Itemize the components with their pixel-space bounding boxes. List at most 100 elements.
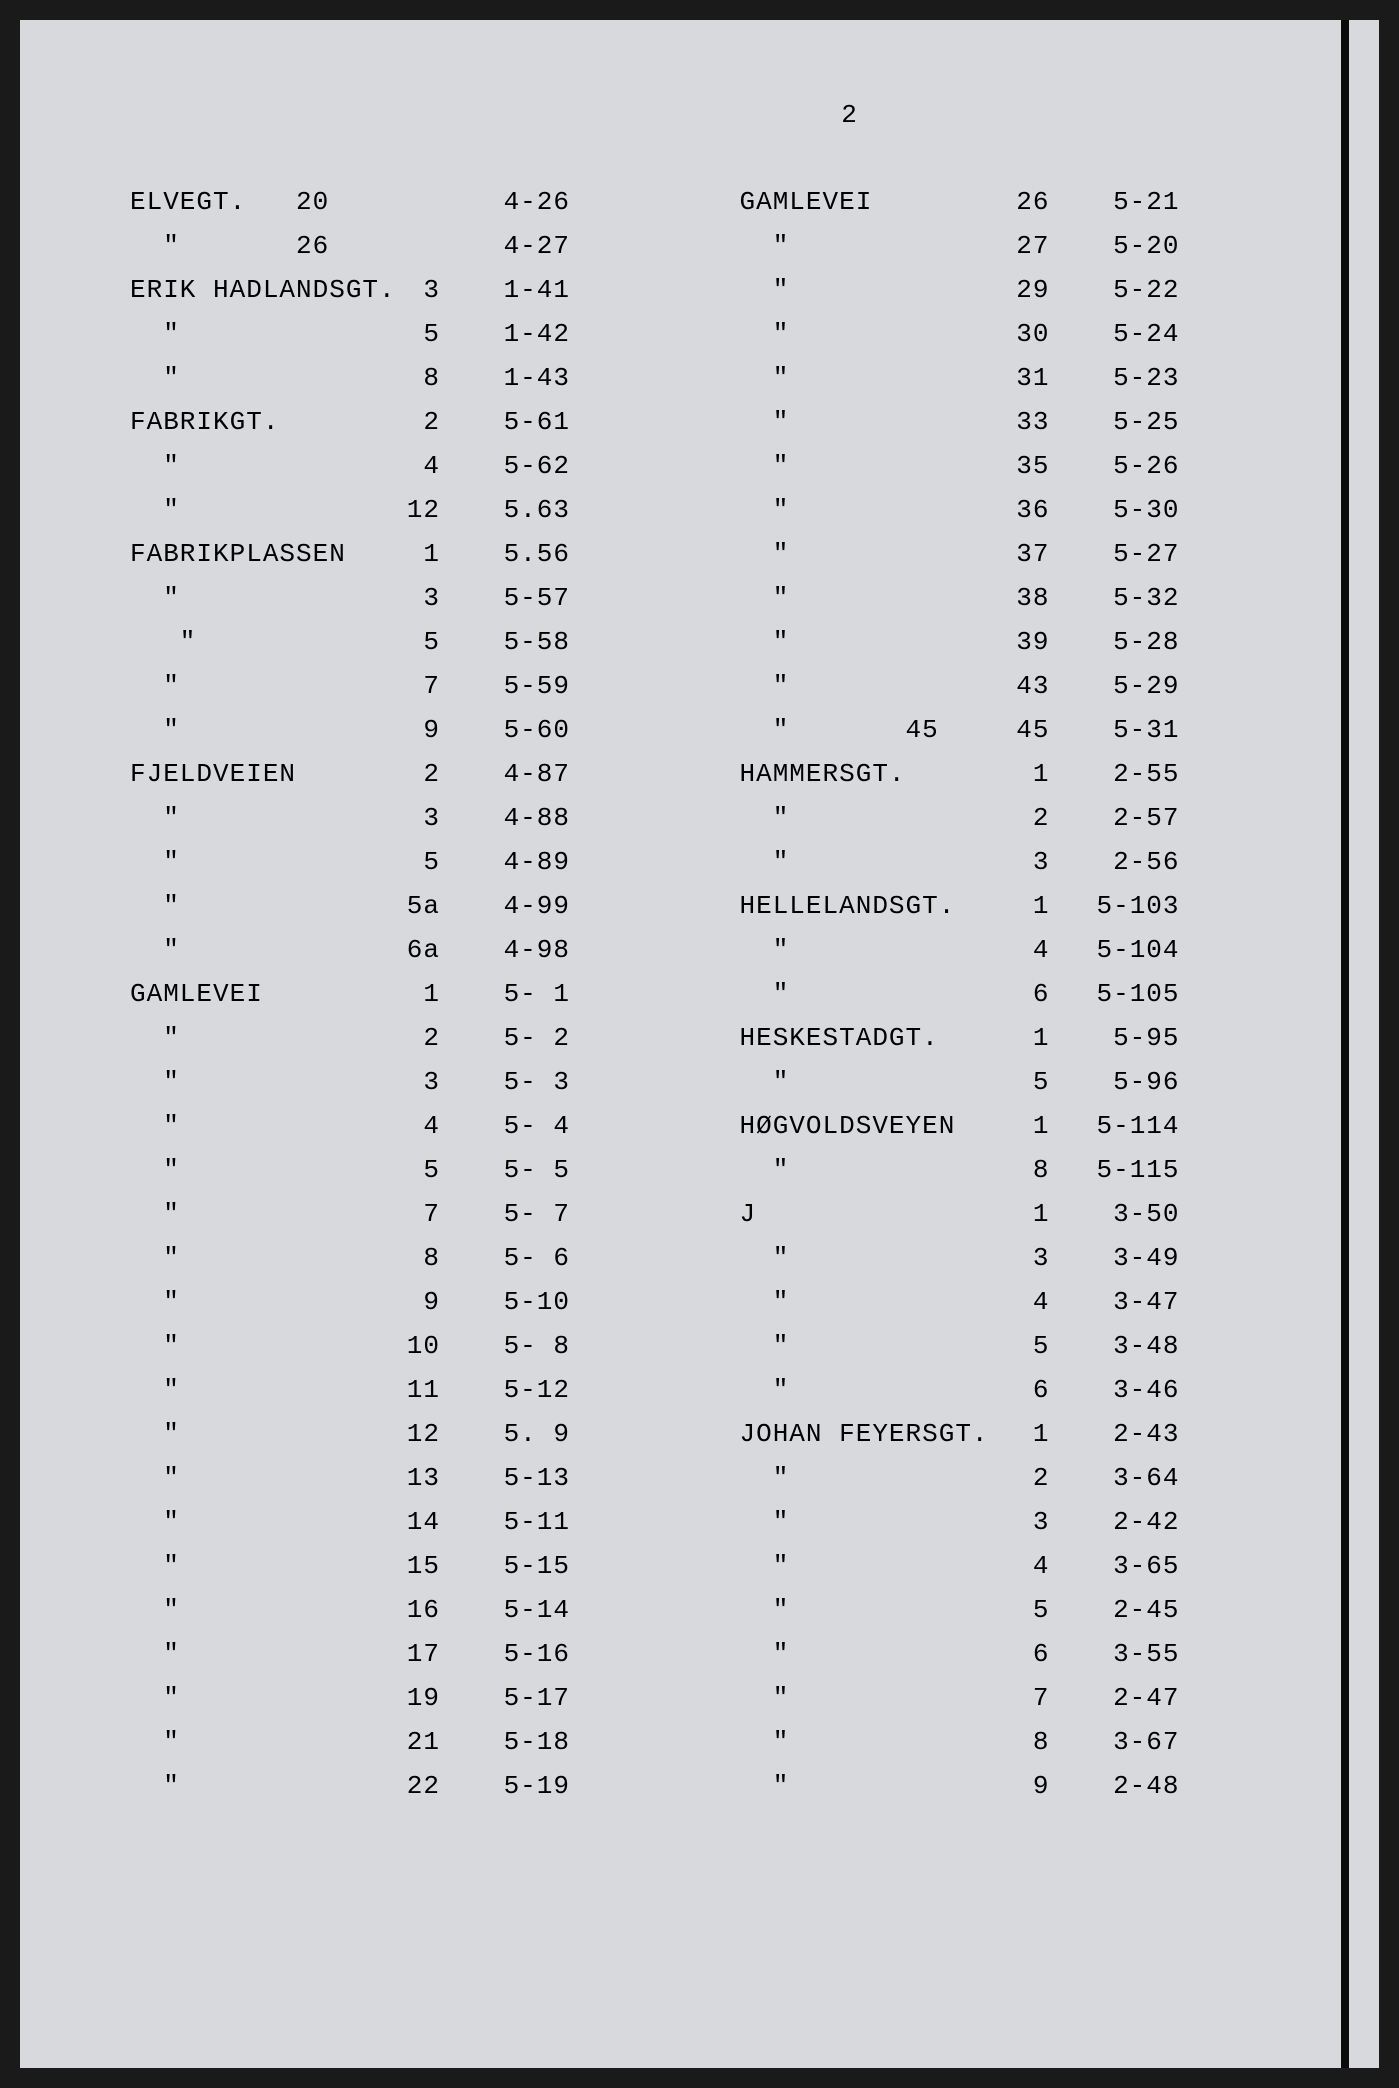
house-number: 12 <box>390 488 450 532</box>
table-row: " 45455-31 <box>740 708 1290 752</box>
reference-code: 5-24 <box>1060 312 1180 356</box>
reference-code: 4-27 <box>450 224 570 268</box>
reference-code: 5-31 <box>1060 708 1180 752</box>
reference-code: 3-55 <box>1060 1632 1180 1676</box>
house-number: 8 <box>1000 1720 1060 1764</box>
reference-code: 5-25 <box>1060 400 1180 444</box>
street-name: " <box>740 224 1000 268</box>
table-row: "32-42 <box>740 1500 1290 1544</box>
house-number: 8 <box>1000 1148 1060 1192</box>
page-edge-shadow <box>1341 20 1349 2068</box>
reference-code: 5- 7 <box>450 1192 570 1236</box>
reference-code: 3-48 <box>1060 1324 1180 1368</box>
street-name: " <box>740 1280 1000 1324</box>
table-row: "34-88 <box>130 796 680 840</box>
table-row: "195-17 <box>130 1676 680 1720</box>
table-row: "85- 6 <box>130 1236 680 1280</box>
street-name: " <box>740 356 1000 400</box>
table-row: "22-57 <box>740 796 1290 840</box>
house-number: 2 <box>1000 1456 1060 1500</box>
table-row: FJELDVEIEN24-87 <box>130 752 680 796</box>
street-name: " <box>740 576 1000 620</box>
house-number: 12 <box>390 1412 450 1456</box>
house-number: 39 <box>1000 620 1060 664</box>
reference-code: 3-49 <box>1060 1236 1180 1280</box>
table-row: "275-20 <box>740 224 1290 268</box>
house-number: 5 <box>390 312 450 356</box>
house-number: 1 <box>390 532 450 576</box>
right-column: GAMLEVEI265-21 "275-20 "295-22 "305-24 "… <box>740 180 1290 1808</box>
house-number: 3 <box>1000 1500 1060 1544</box>
street-name: " <box>130 1764 390 1808</box>
street-name: " <box>130 1412 390 1456</box>
street-name: " <box>740 1588 1000 1632</box>
reference-code: 5-59 <box>450 664 570 708</box>
reference-code: 5-11 <box>450 1500 570 1544</box>
house-number: 8 <box>390 1236 450 1280</box>
street-name: " <box>130 1632 390 1676</box>
table-row: ELVEGT. 204-26 <box>130 180 680 224</box>
house-number: 15 <box>390 1544 450 1588</box>
table-row: "33-49 <box>740 1236 1290 1280</box>
street-name: " <box>740 840 1000 884</box>
reference-code: 5-10 <box>450 1280 570 1324</box>
house-number: 4 <box>1000 928 1060 972</box>
street-name: " <box>130 1192 390 1236</box>
table-row: "52-45 <box>740 1588 1290 1632</box>
house-number: 45 <box>1000 708 1060 752</box>
table-row: "43-65 <box>740 1544 1290 1588</box>
house-number: 7 <box>1000 1676 1060 1720</box>
reference-code: 5- 3 <box>450 1060 570 1104</box>
table-row: "155-15 <box>130 1544 680 1588</box>
house-number: 13 <box>390 1456 450 1500</box>
table-row: "63-46 <box>740 1368 1290 1412</box>
street-name: " <box>130 1104 390 1148</box>
table-row: "145-11 <box>130 1500 680 1544</box>
street-name: " <box>130 1368 390 1412</box>
reference-code: 5-30 <box>1060 488 1180 532</box>
table-row: "335-25 <box>740 400 1290 444</box>
table-row: "35- 3 <box>130 1060 680 1104</box>
house-number: 3 <box>390 1060 450 1104</box>
table-row: "63-55 <box>740 1632 1290 1676</box>
house-number: 2 <box>390 752 450 796</box>
house-number: 5 <box>390 620 450 664</box>
table-row: "35-57 <box>130 576 680 620</box>
house-number: 19 <box>390 1676 450 1720</box>
house-number: 1 <box>390 972 450 1016</box>
house-number: 43 <box>1000 664 1060 708</box>
reference-code: 3-67 <box>1060 1720 1180 1764</box>
reference-code: 5-115 <box>1060 1148 1180 1192</box>
table-row: HESKESTADGT.15-95 <box>740 1016 1290 1060</box>
street-name: FABRIKPLASSEN <box>130 532 390 576</box>
house-number: 9 <box>390 708 450 752</box>
table-row: "295-22 <box>740 268 1290 312</box>
street-name: " <box>740 488 1000 532</box>
left-column: ELVEGT. 204-26 " 26 4-27ERIK HADLANDSGT.3… <box>130 180 680 1808</box>
document-page: 2 ELVEGT. 204-26 " 26 4-27ERIK HADLANDSGT… <box>20 20 1379 2068</box>
street-name: " <box>740 1676 1000 1720</box>
house-number: 4 <box>1000 1280 1060 1324</box>
table-row: "45-62 <box>130 444 680 488</box>
house-number: 17 <box>390 1632 450 1676</box>
table-row: "55-58 <box>130 620 680 664</box>
table-row: "75- 7 <box>130 1192 680 1236</box>
table-row: "95-10 <box>130 1280 680 1324</box>
street-name: " <box>740 1148 1000 1192</box>
house-number: 4 <box>1000 1544 1060 1588</box>
house-number: 1 <box>1000 1016 1060 1060</box>
reference-code: 3-65 <box>1060 1544 1180 1588</box>
reference-code: 2-47 <box>1060 1676 1180 1720</box>
street-name: " 26 <box>130 224 390 268</box>
reference-code: 3-64 <box>1060 1456 1180 1500</box>
reference-code: 5- 4 <box>450 1104 570 1148</box>
reference-code: 5-103 <box>1060 884 1180 928</box>
table-row: "5a4-99 <box>130 884 680 928</box>
table-row: HELLELANDSGT.15-103 <box>740 884 1290 928</box>
reference-code: 5-114 <box>1060 1104 1180 1148</box>
house-number: 2 <box>390 1016 450 1060</box>
table-row: J13-50 <box>740 1192 1290 1236</box>
table-row: "215-18 <box>130 1720 680 1764</box>
table-row: ERIK HADLANDSGT.31-41 <box>130 268 680 312</box>
table-row: HAMMERSGT.12-55 <box>740 752 1290 796</box>
